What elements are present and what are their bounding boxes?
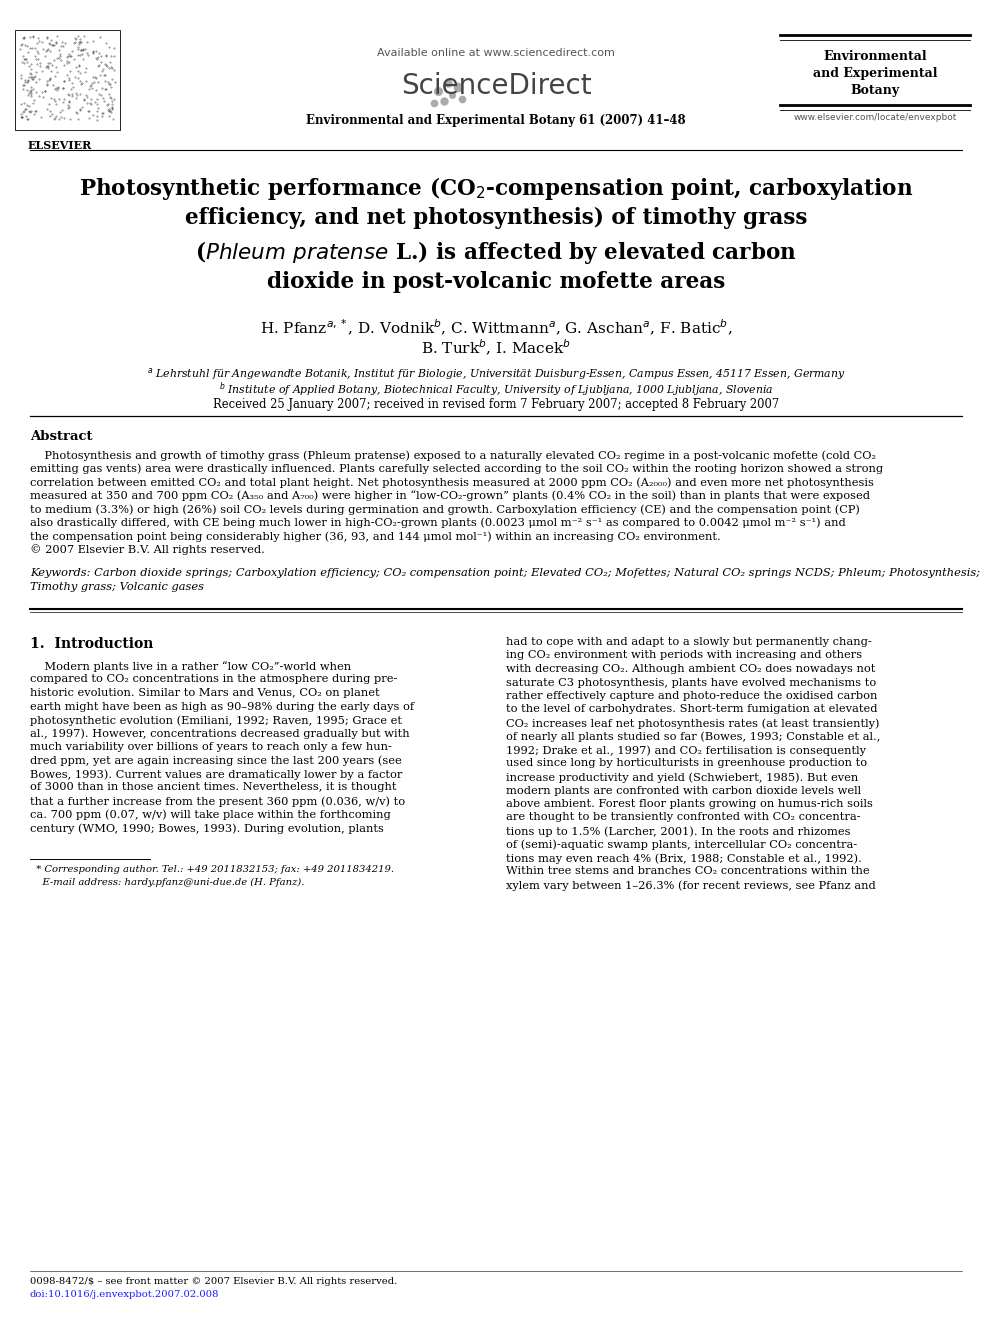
Text: xylem vary between 1–26.3% (for recent reviews, see Pfanz and: xylem vary between 1–26.3% (for recent r… [506, 880, 876, 890]
Text: to the level of carbohydrates. Short-term fumigation at elevated: to the level of carbohydrates. Short-ter… [506, 705, 878, 714]
Text: increase productivity and yield (Schwiebert, 1985). But even: increase productivity and yield (Schwieb… [506, 773, 858, 783]
Text: earth might have been as high as 90–98% during the early days of: earth might have been as high as 90–98% … [30, 701, 414, 712]
Text: tions may even reach 4% (Brix, 1988; Constable et al., 1992).: tions may even reach 4% (Brix, 1988; Con… [506, 853, 862, 864]
Text: to medium (3.3%) or high (26%) soil CO₂ levels during germination and growth. Ca: to medium (3.3%) or high (26%) soil CO₂ … [30, 504, 860, 515]
Text: efficiency, and net photosynthesis) of timothy grass: efficiency, and net photosynthesis) of t… [185, 206, 807, 229]
Text: Available online at www.sciencedirect.com: Available online at www.sciencedirect.co… [377, 48, 615, 58]
Text: Abstract: Abstract [30, 430, 92, 443]
Text: 1.  Introduction: 1. Introduction [30, 636, 154, 651]
Text: Environmental: Environmental [823, 50, 927, 64]
Text: al., 1997). However, concentrations decreased gradually but with: al., 1997). However, concentrations decr… [30, 729, 410, 740]
Text: H. Pfanz$^{a,*}$, D. Vodnik$^{b}$, C. Wittmann$^{a}$, G. Aschan$^{a}$, F. Batic$: H. Pfanz$^{a,*}$, D. Vodnik$^{b}$, C. Wi… [260, 318, 732, 339]
Text: also drastically differed, with CE being much lower in high-CO₂-grown plants (0.: also drastically differed, with CE being… [30, 517, 846, 528]
Text: Photosynthetic performance (CO$_2$-compensation point, carboxylation: Photosynthetic performance (CO$_2$-compe… [78, 175, 914, 202]
Text: Botany: Botany [850, 83, 900, 97]
Text: emitting gas vents) area were drastically influenced. Plants carefully selected : emitting gas vents) area were drasticall… [30, 463, 883, 474]
Text: compared to CO₂ concentrations in the atmosphere during pre-: compared to CO₂ concentrations in the at… [30, 675, 398, 684]
Text: used since long by horticulturists in greenhouse production to: used since long by horticulturists in gr… [506, 758, 867, 769]
Text: that a further increase from the present 360 ppm (0.036, w/v) to: that a further increase from the present… [30, 796, 405, 807]
Text: measured at 350 and 700 ppm CO₂ (A₃₅₀ and A₇₀₀) were higher in “low-CO₂-grown” p: measured at 350 and 700 ppm CO₂ (A₃₅₀ an… [30, 491, 870, 501]
Text: E-mail address: hardy.pfanz@uni-due.de (H. Pfanz).: E-mail address: hardy.pfanz@uni-due.de (… [30, 877, 305, 886]
Text: dioxide in post-volcanic mofette areas: dioxide in post-volcanic mofette areas [267, 271, 725, 292]
Text: and Experimental: and Experimental [812, 67, 937, 79]
Text: 0098-8472/$ – see front matter © 2007 Elsevier B.V. All rights reserved.: 0098-8472/$ – see front matter © 2007 El… [30, 1277, 397, 1286]
Text: Environmental and Experimental Botany 61 (2007) 41–48: Environmental and Experimental Botany 61… [307, 114, 685, 127]
Text: * Corresponding author. Tel.: +49 2011832153; fax: +49 2011834219.: * Corresponding author. Tel.: +49 201183… [30, 864, 394, 873]
Bar [15, 30, 120, 130]
Text: the compensation point being considerably higher (36, 93, and 144 μmol mol⁻¹) wi: the compensation point being considerabl… [30, 531, 721, 541]
Text: www.elsevier.com/locate/envexpbot: www.elsevier.com/locate/envexpbot [794, 112, 956, 122]
Text: © 2007 Elsevier B.V. All rights reserved.: © 2007 Elsevier B.V. All rights reserved… [30, 545, 265, 556]
Text: had to cope with and adapt to a slowly but permanently chang-: had to cope with and adapt to a slowly b… [506, 636, 872, 647]
Text: ca. 700 ppm (0.07, w/v) will take place within the forthcoming: ca. 700 ppm (0.07, w/v) will take place … [30, 810, 391, 820]
Text: 1992; Drake et al., 1997) and CO₂ fertilisation is consequently: 1992; Drake et al., 1997) and CO₂ fertil… [506, 745, 866, 755]
Text: $^{a}$ Lehrstuhl für Angewandte Botanik, Institut für Biologie, Universität Duis: $^{a}$ Lehrstuhl für Angewandte Botanik,… [147, 366, 845, 382]
Text: photosynthetic evolution (Emiliani, 1992; Raven, 1995; Grace et: photosynthetic evolution (Emiliani, 1992… [30, 714, 402, 725]
Text: above ambient. Forest floor plants growing on humus-rich soils: above ambient. Forest floor plants growi… [506, 799, 873, 808]
Text: ing CO₂ environment with periods with increasing and others: ing CO₂ environment with periods with in… [506, 651, 862, 660]
Text: CO₂ increases leaf net photosynthesis rates (at least transiently): CO₂ increases leaf net photosynthesis ra… [506, 718, 880, 729]
Text: ELSEVIER: ELSEVIER [28, 140, 92, 151]
Text: much variability over billions of years to reach only a few hun-: much variability over billions of years … [30, 742, 392, 751]
Text: rather effectively capture and photo-reduce the oxidised carbon: rather effectively capture and photo-red… [506, 691, 877, 701]
Text: ($\it{Phleum\ pratense}$ L.) is affected by elevated carbon: ($\it{Phleum\ pratense}$ L.) is affected… [195, 239, 797, 266]
Text: Keywords: Carbon dioxide springs; Carboxylation efficiency; CO₂ compensation poi: Keywords: Carbon dioxide springs; Carbox… [30, 568, 980, 578]
Text: with decreasing CO₂. Although ambient CO₂ does nowadays not: with decreasing CO₂. Although ambient CO… [506, 664, 875, 673]
Text: dred ppm, yet are again increasing since the last 200 years (see: dred ppm, yet are again increasing since… [30, 755, 402, 766]
Text: Bowes, 1993). Current values are dramatically lower by a factor: Bowes, 1993). Current values are dramati… [30, 769, 403, 779]
Text: Received 25 January 2007; received in revised form 7 February 2007; accepted 8 F: Received 25 January 2007; received in re… [213, 398, 779, 411]
Text: Timothy grass; Volcanic gases: Timothy grass; Volcanic gases [30, 582, 204, 591]
Text: $^{b}$ Institute of Applied Botany, Biotechnical Faculty, University of Ljubljan: $^{b}$ Institute of Applied Botany, Biot… [218, 380, 774, 398]
Text: tions up to 1.5% (Larcher, 2001). In the roots and rhizomes: tions up to 1.5% (Larcher, 2001). In the… [506, 826, 850, 836]
Text: of (semi)-aquatic swamp plants, intercellular CO₂ concentra-: of (semi)-aquatic swamp plants, intercel… [506, 840, 857, 851]
Text: are thought to be transiently confronted with CO₂ concentra-: are thought to be transiently confronted… [506, 812, 861, 823]
Text: century (WMO, 1990; Bowes, 1993). During evolution, plants: century (WMO, 1990; Bowes, 1993). During… [30, 823, 384, 833]
Text: Modern plants live in a rather “low CO₂”-world when: Modern plants live in a rather “low CO₂”… [30, 662, 351, 672]
Text: doi:10.1016/j.envexpbot.2007.02.008: doi:10.1016/j.envexpbot.2007.02.008 [30, 1290, 219, 1299]
Text: B. Turk$^{b}$, I. Macek$^{b}$: B. Turk$^{b}$, I. Macek$^{b}$ [421, 337, 571, 359]
Text: saturate C3 photosynthesis, plants have evolved mechanisms to: saturate C3 photosynthesis, plants have … [506, 677, 876, 688]
Text: correlation between emitted CO₂ and total plant height. Net photosynthesis measu: correlation between emitted CO₂ and tota… [30, 478, 874, 488]
Text: Within tree stems and branches CO₂ concentrations within the: Within tree stems and branches CO₂ conce… [506, 867, 870, 877]
Text: ScienceDirect: ScienceDirect [401, 71, 591, 101]
Text: modern plants are confronted with carbon dioxide levels well: modern plants are confronted with carbon… [506, 786, 861, 795]
Text: historic evolution. Similar to Mars and Venus, CO₂ on planet: historic evolution. Similar to Mars and … [30, 688, 380, 699]
Text: of 3000 than in those ancient times. Nevertheless, it is thought: of 3000 than in those ancient times. Nev… [30, 782, 397, 792]
Text: of nearly all plants studied so far (Bowes, 1993; Constable et al.,: of nearly all plants studied so far (Bow… [506, 732, 880, 742]
Text: Photosynthesis and growth of timothy grass (Phleum pratense) exposed to a natura: Photosynthesis and growth of timothy gra… [30, 450, 876, 460]
